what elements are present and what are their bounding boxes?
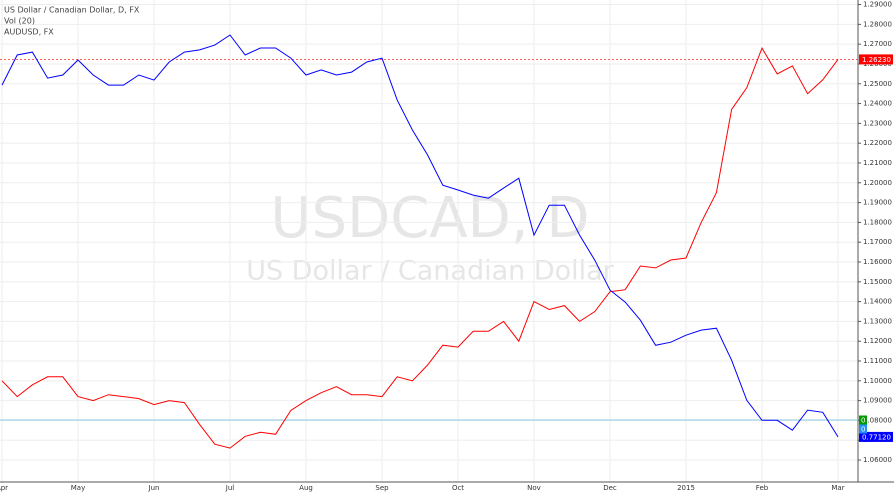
y-tick-label: 1.06000 bbox=[863, 456, 892, 464]
y-tick-label: 1.11000 bbox=[863, 357, 892, 365]
y-tick-label: 1.19000 bbox=[863, 199, 892, 207]
x-tick-label: Oct bbox=[452, 484, 464, 492]
y-tick-label: 1.21000 bbox=[863, 159, 892, 167]
x-tick-label: Apr bbox=[0, 484, 8, 492]
last-price-label: 0.77120 bbox=[862, 433, 891, 441]
y-tick-label: 1.23000 bbox=[863, 119, 892, 127]
x-tick-label: 2015 bbox=[677, 484, 695, 492]
y-tick-label: 1.16000 bbox=[863, 258, 892, 266]
volume-label: 0 bbox=[861, 417, 865, 425]
y-tick-label: 1.24000 bbox=[863, 100, 892, 108]
x-tick-label: May bbox=[71, 484, 85, 492]
y-tick-label: 1.29000 bbox=[863, 1, 892, 9]
x-tick-label: Feb bbox=[756, 484, 769, 492]
y-tick-label: 1.13000 bbox=[863, 317, 892, 325]
y-tick-label: 1.18000 bbox=[863, 218, 892, 226]
last-price-box bbox=[859, 54, 893, 65]
y-tick-label: 1.25000 bbox=[863, 80, 892, 88]
x-tick-label: Nov bbox=[527, 484, 541, 492]
y-tick-label: 1.12000 bbox=[863, 337, 892, 345]
y-tick-label: 1.09000 bbox=[863, 397, 892, 405]
x-tick-label: Mar bbox=[831, 484, 844, 492]
x-tick-label: Jun bbox=[148, 484, 160, 492]
legend-entry: US Dollar / Canadian Dollar, D, FX bbox=[4, 6, 140, 15]
volume-box bbox=[859, 424, 867, 434]
watermark: USDCAD, D bbox=[271, 186, 590, 251]
x-tick-label: Dec bbox=[603, 484, 617, 492]
legend-entry: Vol (20) bbox=[4, 17, 35, 26]
y-tick-label: 1.15000 bbox=[863, 278, 892, 286]
y-tick-label: 1.08000 bbox=[863, 416, 892, 424]
x-tick-label: Aug bbox=[299, 484, 313, 492]
legend-entry: AUDUSD, FX bbox=[4, 28, 54, 37]
y-tick-label: 1.17000 bbox=[863, 238, 892, 246]
y-tick-label: 1.28000 bbox=[863, 20, 892, 28]
y-tick-label: 1.10000 bbox=[863, 377, 892, 385]
volume-box bbox=[859, 415, 867, 425]
last-price-box bbox=[859, 431, 893, 442]
last-price-label: 1.26230 bbox=[862, 56, 891, 64]
series-line bbox=[1, 46, 839, 449]
y-tick-label: 1.22000 bbox=[863, 139, 892, 147]
y-tick-label: 1.14000 bbox=[863, 298, 892, 306]
y-tick-label: 1.27000 bbox=[863, 40, 892, 48]
y-tick-label: 1.20000 bbox=[863, 179, 892, 187]
series-line bbox=[1, 34, 839, 438]
x-tick-label: Jul bbox=[225, 484, 235, 492]
volume-label: 0 bbox=[861, 426, 865, 434]
x-tick-label: Sep bbox=[375, 484, 389, 492]
